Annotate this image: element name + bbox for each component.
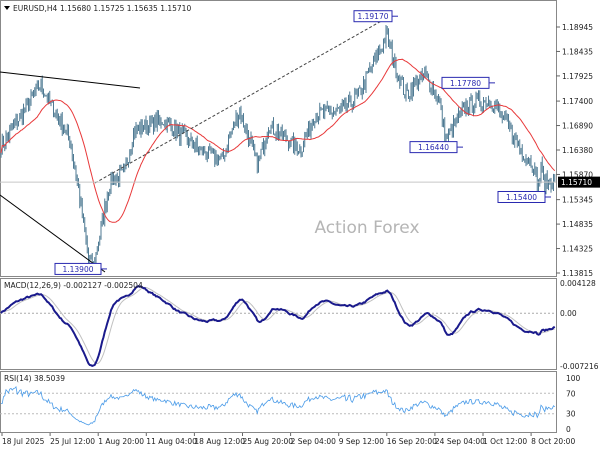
rsi-axis-label: 30 [566,410,576,419]
dashed-trendline [94,14,393,184]
trendline [0,194,106,273]
price-axis-label: 1.16380 [562,146,593,155]
rsi-axis-label: 0 [566,425,571,434]
rsi-pane [0,371,557,433]
watermark: Action Forex [314,218,419,238]
annotation-box [497,190,546,203]
time-axis-label: 18 Aug 12:00 [194,437,245,446]
main-pane [0,0,557,277]
current-price-label: 1.15710 [561,178,592,187]
price-axis-label: 1.17400 [562,97,593,106]
ohlc-readout: 1.15680 1.15725 1.15635 1.15710 [60,4,191,13]
moving-average-line [0,58,556,223]
price-axis-label: 1.18435 [562,47,593,56]
rsi-axis-label: 100 [566,374,581,383]
price-axis-label: 1.16890 [562,122,593,131]
macd-signal-line [0,286,555,365]
price-axis-label: 1.14325 [562,245,593,254]
macd-axis-label: 0.00 [560,309,577,318]
annotation-label: 1.19170 [357,12,388,21]
rsi-axis-label: 70 [566,389,576,398]
macd-axis-label: 0.004128 [560,279,596,288]
time-axis-label: 25 Aug 20:00 [243,437,294,446]
rsi-label: RSI(14) 38.5039 [4,374,65,383]
time-axis-label: 24 Sep 04:00 [435,437,485,446]
annotation-box [441,76,490,89]
annotation-label: 1.17780 [450,79,481,88]
current-price-box [558,176,600,188]
annotation-label: 1.16440 [418,143,449,152]
price-axis-label: 1.18945 [562,23,593,32]
price-axis-label: 1.15345 [562,196,593,205]
time-axis-label: 25 Jul 12:00 [50,437,95,446]
annotation-label: 1.13900 [62,265,93,274]
macd-label: MACD(12,26,9) -0.002127 -0.002504 [4,281,143,290]
symbol-menu-triangle-icon[interactable] [4,6,10,10]
price-axis-label: 1.13815 [562,269,593,278]
symbol-label: EURUSD,H4 [13,4,57,13]
price-axis-label: 1.15870 [562,170,593,179]
time-axis-label: 9 Sep 12:00 [339,437,385,446]
annotation-box [353,10,393,23]
time-axis-label: 11 Aug 04:00 [146,437,197,446]
annotation-box [409,141,458,154]
time-axis-label: 8 Oct 20:00 [531,437,575,446]
time-axis-label: 1 Oct 12:00 [483,437,527,446]
time-axis-label: 16 Sep 20:00 [387,437,437,446]
macd-pane [0,278,557,370]
time-axis-label: 18 Jul 2025 [2,437,45,446]
time-axis-label: 1 Aug 20:00 [98,437,144,446]
macd-line [0,285,556,367]
macd-axis-label: -0.007216 [560,362,599,371]
price-axis-label: 1.14835 [562,220,593,229]
price-axis-label: 1.17925 [562,72,593,81]
annotation-label: 1.15400 [506,193,537,202]
rsi-line [1,385,555,426]
time-axis-label: 2 Sep 04:00 [291,437,337,446]
annotation-box [54,262,102,275]
trendline [0,71,141,89]
